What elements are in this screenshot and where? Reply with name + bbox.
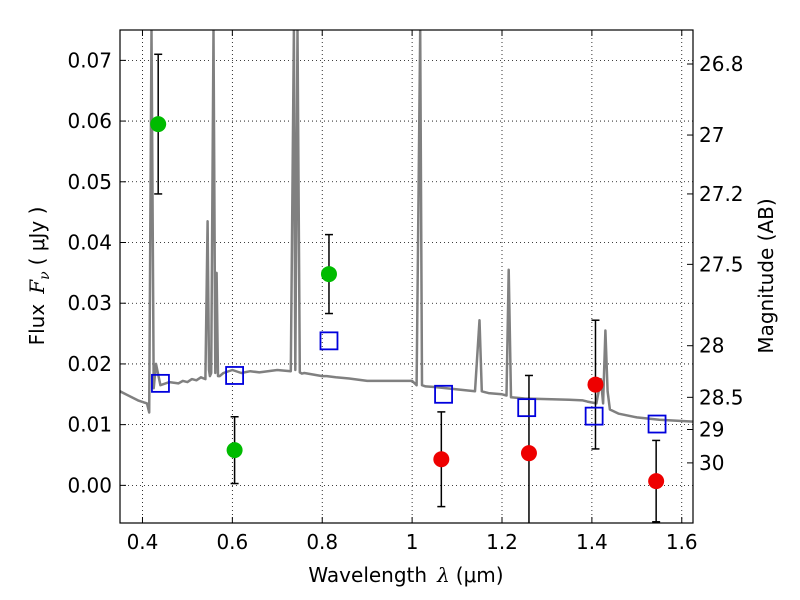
non-detection-marker <box>587 376 604 393</box>
detection-marker <box>150 116 167 133</box>
model-photometry-square <box>434 384 453 404</box>
non-detection-marker <box>648 473 665 490</box>
y-tick-label: 0.00 <box>67 473 112 497</box>
y2-tick-label: 29 <box>699 418 724 442</box>
x-tick-label: 1.6 <box>666 530 698 554</box>
y2-tick-label: 26.8 <box>699 52 744 76</box>
x-axis-label: Wavelength λ (μm) <box>308 563 503 587</box>
axis-ticks: 0.4 0.6 0.8 1 1.2 1.4 1.6 0.00 0.01 0.02 0.03 0.04 0… <box>67 30 744 554</box>
x-axis-label-symbol: λ <box>436 563 450 587</box>
y-tick-label: 0.02 <box>67 352 112 376</box>
y-tick-label: 0.04 <box>67 231 112 255</box>
y2-axis-label: Magnitude (AB) <box>754 198 778 353</box>
model-photometry-square <box>319 331 339 351</box>
x-tick-label: 0.6 <box>216 530 248 554</box>
model-photometry-square <box>647 414 667 434</box>
y2-tick-label: 30 <box>699 451 724 475</box>
non-detection-marker <box>520 445 537 462</box>
y-axis-label-unit: ( μJy ) <box>25 207 49 266</box>
y-tick-label: 0.05 <box>67 170 112 194</box>
model-photometry-square <box>151 373 170 393</box>
non-detection-marker <box>433 451 450 468</box>
detection-marker <box>320 266 337 283</box>
x-axis-label-unit: (μm) <box>456 563 504 587</box>
model-photometry-square <box>584 406 604 426</box>
y-axis-label-prefix: Flux <box>25 304 49 346</box>
y-tick-label: 0.07 <box>67 48 112 72</box>
x-tick-label: 1 <box>406 530 419 554</box>
y-axis-label-subscript: ν <box>37 271 53 280</box>
detection-marker <box>226 442 243 459</box>
model-spectrum-line <box>120 30 693 423</box>
y-tick-label: 0.06 <box>67 109 112 133</box>
x-tick-label: 0.4 <box>127 530 159 554</box>
x-tick-label: 1.2 <box>486 530 518 554</box>
y2-tick-label: 27 <box>699 123 724 147</box>
x-tick-label: 1.4 <box>576 530 608 554</box>
x-axis-label-prefix: Wavelength <box>308 563 427 587</box>
plot-frame <box>119 29 694 524</box>
y-tick-label: 0.01 <box>67 413 112 437</box>
model-photometry-square <box>225 366 245 385</box>
model-spectrum-group <box>120 30 693 423</box>
photometry-points-group <box>150 53 667 523</box>
x-tick-label: 0.8 <box>306 530 338 554</box>
y-axis-label: Flux Fν ( μJy ) <box>25 207 53 346</box>
y2-tick-label: 27.5 <box>699 252 744 276</box>
y2-tick-label: 28.5 <box>699 385 744 409</box>
y2-tick-label: 27.2 <box>699 182 744 206</box>
model-photometry-square <box>517 398 537 418</box>
y-axis-label-symbol: F <box>25 279 49 295</box>
y-tick-label: 0.03 <box>67 291 112 315</box>
y2-tick-label: 28 <box>699 334 724 358</box>
